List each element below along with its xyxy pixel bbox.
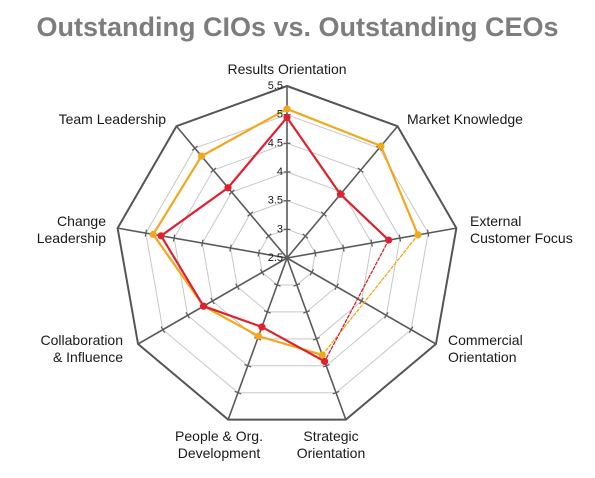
axis-tick (247, 211, 254, 217)
axis-tick (210, 167, 217, 173)
axis-tick (309, 269, 315, 276)
axis-tick (293, 283, 301, 287)
data-point (283, 113, 291, 122)
data-point (149, 230, 157, 239)
series-segment (285, 107, 383, 148)
axis-tick (144, 229, 148, 237)
tick-label: 4.5 (268, 137, 283, 149)
chart-title: Outstanding CIOs vs. Outstanding CEOs (36, 12, 559, 42)
series-segment-dashed (323, 239, 390, 363)
axis-label: Change Leadership (37, 213, 106, 246)
series-segment (260, 325, 326, 363)
data-point (157, 232, 165, 240)
axis-tick (185, 312, 190, 319)
grid-ring (145, 114, 429, 394)
tick-label: 3 (277, 223, 283, 235)
axis-tick (357, 167, 364, 173)
tick-label: 3.5 (268, 195, 283, 207)
series-segment (226, 116, 289, 189)
axis-tick (210, 297, 215, 305)
axis-tick (359, 297, 364, 305)
data-point (254, 332, 263, 340)
axis-tick (191, 145, 198, 151)
series-segment (285, 116, 342, 196)
grid-ring (258, 228, 316, 286)
series-segment (202, 305, 264, 329)
tick-label: 5 (277, 109, 283, 121)
axis-label: Market Knowledge (407, 111, 523, 127)
axis-label: Team Leadership (59, 111, 167, 127)
axis-tick (303, 310, 311, 314)
data-point (283, 105, 291, 113)
grid-ring (173, 142, 401, 367)
axis-tick (426, 229, 430, 237)
axis-tick (320, 211, 327, 217)
data-point (318, 351, 326, 359)
series-segment (379, 144, 420, 237)
axis-tick (312, 337, 320, 341)
data-point (199, 302, 208, 310)
data-point (258, 323, 266, 331)
axis-tick (370, 239, 373, 247)
axis-label: People & Org. Development (175, 428, 263, 461)
series-segment (202, 305, 260, 338)
tick-label: 4 (277, 166, 283, 178)
axis-tick (332, 390, 340, 395)
series-layer (149, 105, 422, 366)
axis-labels: 2.5 3 3.5 4 4.5 5 5.5 Results Orientation Market… (37, 61, 573, 461)
data-point (385, 236, 393, 244)
axis-tick (263, 310, 271, 314)
axis-tick (265, 233, 272, 239)
axis-label: Collaboration & Influence (41, 332, 124, 365)
grid-ring (201, 171, 373, 340)
data-point (414, 231, 422, 239)
outer-ring (116, 84, 458, 421)
tick-label: 5.5 (268, 80, 283, 92)
axis-tick (228, 189, 235, 195)
axis-tick (172, 234, 176, 242)
axis-tick (408, 326, 414, 333)
axis-label: Strategic Orientation (297, 428, 365, 461)
axis-tick (244, 363, 252, 368)
data-point (336, 190, 345, 198)
data-point (377, 142, 385, 150)
axis-tick (302, 233, 309, 239)
axis-tick (201, 239, 204, 247)
series-segment (152, 155, 203, 236)
series-1 (157, 113, 393, 366)
axis-tick (229, 244, 232, 252)
axis-tick (259, 269, 265, 276)
axis-tick (314, 249, 317, 257)
series-segment (200, 107, 289, 158)
grid (116, 84, 458, 421)
series-segment (257, 335, 324, 357)
series-segment (339, 193, 390, 242)
axis-label: Results Orientation (227, 61, 346, 77)
axis-tick (342, 244, 345, 252)
axis-label: Commercial Orientation (448, 332, 523, 365)
axis-tick (334, 283, 339, 290)
tick-label: 2.5 (268, 252, 283, 264)
axis-tick (257, 249, 260, 257)
axis-tick (160, 326, 166, 333)
series-segment (159, 186, 230, 237)
axis-label: External Customer Focus (470, 213, 573, 246)
axis-tick (384, 312, 389, 319)
data-point (197, 152, 206, 160)
data-point (321, 357, 329, 366)
axis-tick (398, 234, 402, 242)
series-segment (159, 234, 205, 308)
axis-tick (234, 390, 242, 395)
axis-tick (273, 283, 281, 287)
data-point (224, 184, 232, 192)
axis-tick (235, 283, 240, 290)
axis-tick (322, 363, 330, 368)
grid-ring (230, 200, 344, 313)
